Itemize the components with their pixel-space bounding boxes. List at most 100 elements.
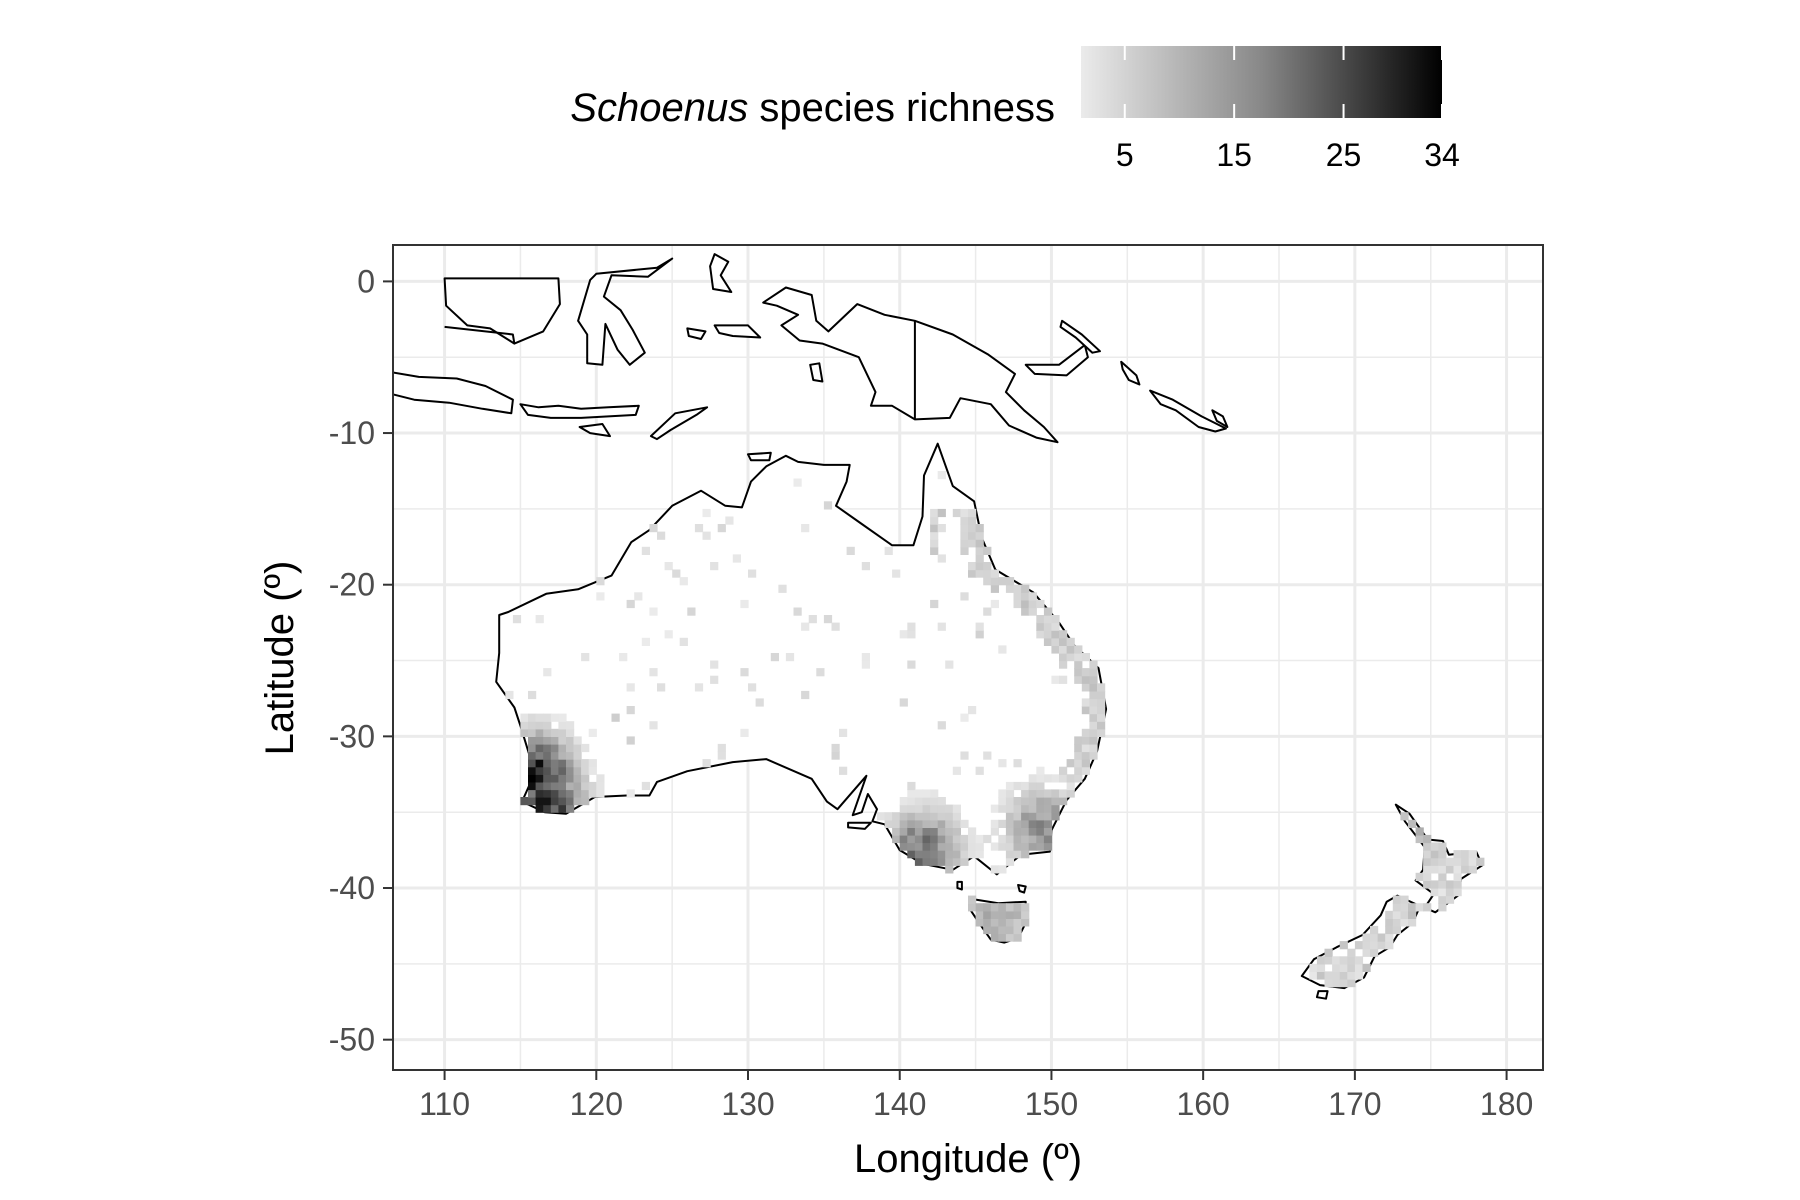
richness-cell (998, 910, 1007, 919)
richness-cell (907, 827, 916, 836)
richness-cell (1051, 630, 1060, 639)
richness-cell (914, 819, 924, 828)
richness-cell (1066, 759, 1075, 768)
richness-cell (1097, 713, 1106, 722)
richness-cell (998, 759, 1007, 768)
richness-cell (998, 797, 1007, 806)
richness-cell (899, 827, 908, 836)
richness-cell (1392, 895, 1401, 904)
richness-cell (1005, 584, 1015, 593)
richness-cell (793, 607, 802, 616)
richness-cell (1028, 842, 1037, 851)
richness-cell (1468, 865, 1477, 874)
richness-cell (1074, 759, 1083, 768)
richness-cell (573, 736, 582, 745)
richness-cell (990, 903, 999, 912)
richness-cell (1476, 857, 1485, 866)
richness-cell (1324, 971, 1333, 980)
richness-cell (558, 713, 567, 722)
richness-cell (528, 789, 537, 798)
richness-cell (725, 516, 734, 525)
richness-cell (892, 819, 901, 828)
richness-cell (1043, 804, 1053, 813)
richness-cell (975, 850, 984, 859)
richness-cell (1392, 918, 1401, 927)
richness-cell (1013, 819, 1022, 828)
richness-cell (960, 819, 969, 828)
richness-cell (1089, 743, 1098, 753)
richness-cell (1445, 888, 1455, 897)
richness-cell (528, 751, 537, 760)
richness-cell (1028, 819, 1037, 828)
richness-cell (1036, 630, 1045, 639)
richness-cell (566, 721, 575, 730)
richness-cell (1021, 850, 1030, 859)
richness-cell (573, 766, 582, 775)
richness-cell (1081, 683, 1090, 692)
richness-cell (998, 933, 1007, 942)
richness-cell (558, 751, 567, 760)
richness-cell (778, 584, 787, 593)
richness-cell (1028, 781, 1037, 791)
richness-cell (702, 531, 711, 540)
richness-cell (1423, 834, 1432, 844)
richness-cell (528, 766, 537, 775)
richness-cell (543, 781, 552, 791)
richness-cell (914, 812, 924, 821)
richness-cell (1074, 774, 1083, 783)
richness-cell (679, 577, 688, 586)
richness-cell (1468, 850, 1477, 859)
richness-cell (892, 812, 901, 821)
landmass-lesser-sundas (519, 403, 640, 419)
richness-cell (535, 728, 544, 737)
richness-cell (1059, 797, 1068, 806)
richness-cell (740, 728, 749, 737)
richness-cell (945, 812, 954, 821)
richness-cell (1354, 971, 1364, 980)
richness-cell (1430, 880, 1439, 889)
richness-cell (861, 562, 870, 571)
richness-cell (535, 781, 544, 791)
richness-cell (550, 774, 559, 783)
richness-cell (1005, 903, 1015, 912)
richness-cell (535, 789, 544, 798)
richness-cell (1408, 910, 1417, 919)
richness-cell (930, 857, 939, 866)
richness-cell (1074, 675, 1083, 684)
richness-cell (543, 804, 552, 813)
landmass-solomon-malaita (1211, 409, 1229, 428)
richness-cell (1089, 683, 1098, 692)
richness-cell (1415, 827, 1424, 836)
richness-cell (596, 592, 605, 601)
richness-cell (937, 842, 946, 851)
richness-cell (975, 766, 984, 775)
richness-cell (672, 569, 681, 578)
richness-cell (1051, 645, 1060, 654)
richness-cell (1097, 728, 1106, 737)
richness-cell (990, 804, 999, 813)
richness-cell (566, 797, 575, 806)
richness-cell (1059, 653, 1068, 662)
richness-cell (566, 736, 575, 745)
richness-cell (968, 562, 977, 571)
landmass-new-britain (1024, 344, 1089, 377)
richness-cell (1043, 812, 1053, 821)
richness-cell (1423, 842, 1432, 851)
richness-cell (550, 797, 559, 806)
richness-cell (581, 653, 590, 662)
richness-cell (1036, 819, 1045, 828)
richness-cell (1013, 933, 1022, 942)
richness-cell (581, 774, 590, 783)
richness-cell (793, 478, 802, 487)
richness-cell (952, 850, 961, 859)
richness-cell (1028, 774, 1037, 783)
richness-cell (983, 751, 992, 760)
richness-cell (937, 797, 946, 806)
richness-cell (823, 501, 833, 510)
richness-cell (528, 743, 537, 753)
richness-cell (558, 774, 567, 783)
richness-cell (558, 804, 567, 813)
richness-cell (1430, 888, 1439, 897)
richness-cell (1461, 850, 1470, 859)
richness-cell (588, 781, 597, 791)
